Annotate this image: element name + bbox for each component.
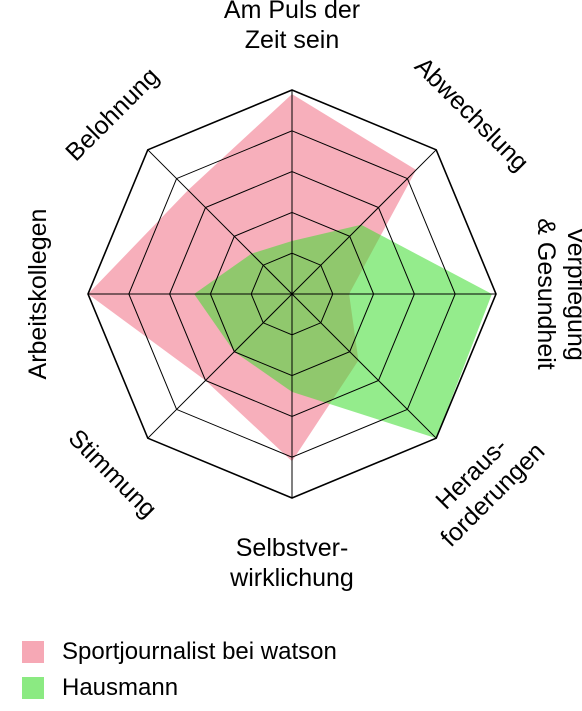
grid-spoke (147, 149, 293, 295)
axis-label-5: Stimmung (63, 424, 162, 523)
axis-label-text: & Gesundheit (532, 218, 560, 370)
legend-label: Hausmann (62, 674, 179, 701)
axis-label-text: Verpflegung (562, 227, 582, 360)
axis-label-6: Arbeitskollegen (24, 209, 52, 380)
axis-label-text: Arbeitskollegen (24, 209, 52, 380)
legend-swatch (22, 677, 44, 699)
radar-grid-lines (87, 89, 497, 499)
axis-label-2: Verpflegung& Gesundheit (532, 218, 582, 370)
axis-label-text: Am Puls der (224, 0, 360, 24)
grid-spoke (291, 293, 437, 439)
grid-spoke (291, 149, 437, 295)
legend-label: Sportjournalist bei watson (62, 638, 337, 665)
legend-item: Hausmann (22, 670, 337, 706)
grid-spoke (147, 293, 293, 439)
legend-swatch (22, 641, 44, 663)
axis-label-text: wirklichung (229, 564, 354, 592)
axis-label-text: Stimmung (63, 424, 162, 523)
legend: Sportjournalist bei watson Hausmann (22, 634, 337, 706)
axis-label-4: Selbstver-wirklichung (229, 534, 354, 592)
axis-label-text: Selbstver- (236, 534, 349, 562)
legend-item: Sportjournalist bei watson (22, 634, 337, 670)
axis-label-text: Zeit sein (245, 26, 339, 54)
